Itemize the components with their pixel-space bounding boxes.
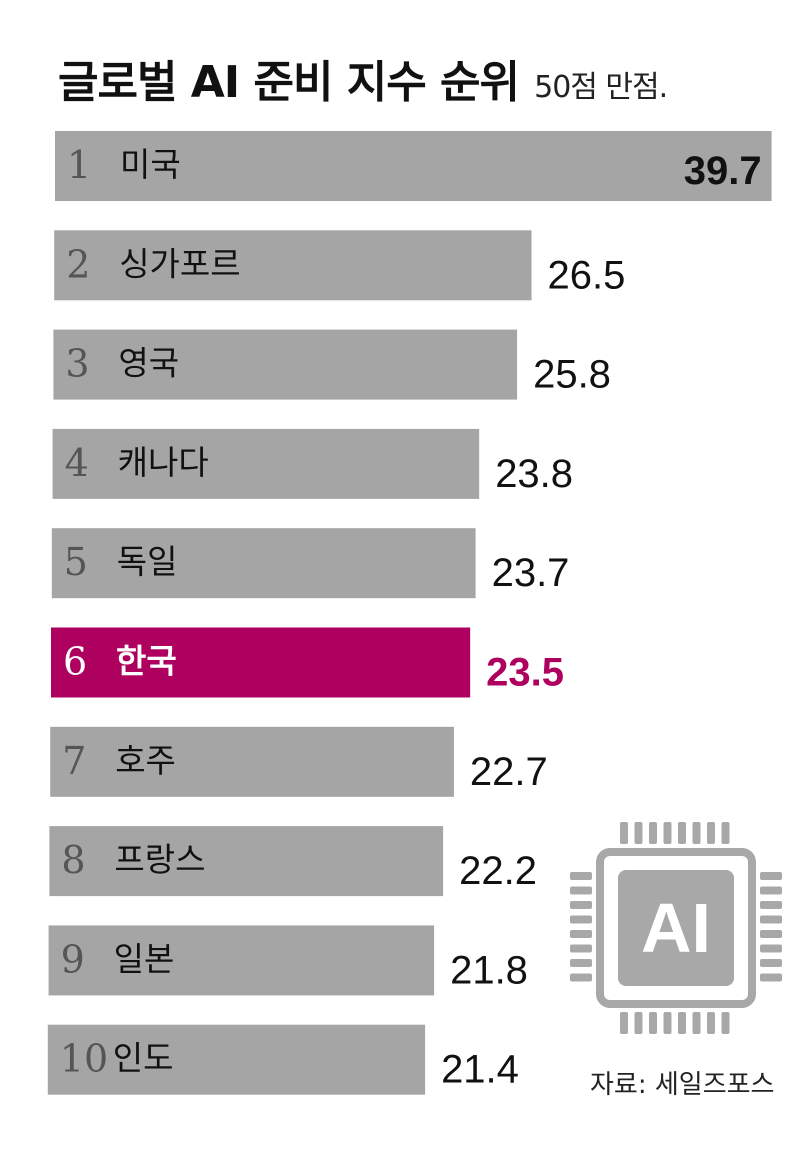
chip-pin [760,872,782,880]
chip-pin [649,1012,657,1034]
rank-label: 8 [61,838,85,882]
value-label: 22.7 [470,750,548,794]
chip-pin [570,930,592,938]
chip-pin [678,1012,686,1034]
chip-label: AI [641,889,711,967]
chip-pin [760,901,782,909]
chip-pin [721,822,730,844]
chip-pin [634,822,643,844]
chip-pin [620,1012,628,1034]
chip-pin [707,1012,715,1034]
value-label: 21.8 [450,948,528,992]
chip-pin [663,1012,672,1034]
category-label: 캐나다 [118,443,209,482]
bar [49,826,444,897]
chip-pin [570,872,592,880]
bar-row-3: 3 영국 25.8 [53,329,611,400]
chip-pin [570,973,592,982]
chip-pin [760,915,782,924]
bar-row-9: 9 일본 21.8 [48,925,528,996]
chip-pin [760,959,782,967]
value-label: 22.2 [459,849,537,893]
chip-pin [570,959,592,967]
chip-body [618,870,734,986]
category-label: 일본 [114,939,175,978]
rank-label: 6 [63,640,87,684]
bar-row-2: 2 싱가포르 26.5 [54,230,626,301]
chart-title: 글로벌 AI 준비 지수 순위 [58,57,520,108]
chip-pins [570,822,782,1034]
value-label: 23.5 [486,651,564,695]
bars-layer: 1 미국 39.7 2 싱가포르 26.5 3 영국 25.8 4 캐나다 23.8 5 독일 23.7 6 한… [47,131,772,1095]
chip-pin [760,886,782,895]
category-label: 독일 [117,542,178,581]
category-label: 프랑스 [114,840,205,879]
chip-pin [692,1012,701,1034]
chip-pin [678,822,686,844]
bar [53,329,518,400]
category-label: 미국 [120,145,181,184]
ai-chip-icon: AI [570,822,782,1034]
chip-pin [649,822,657,844]
bar-row-7: 7 호주 22.7 [50,726,548,797]
source-note: 자료: 세일즈포스 [590,1070,775,1100]
category-label: 인도 [113,1039,174,1078]
bar [54,230,532,301]
chip-pin [663,822,672,844]
bar-row-5: 5 독일 23.7 [51,528,570,599]
bar-row-6: 6 한국 23.5 [51,627,564,698]
bar-row-8: 8 프랑스 22.2 [49,826,537,897]
bar-row-1: 1 미국 39.7 [55,131,772,201]
bar [47,1024,426,1095]
bar [51,528,476,599]
category-label: 호주 [115,741,176,780]
rank-label: 4 [65,441,89,485]
rank-label: 5 [64,540,88,584]
chip-pin [760,930,782,938]
bar [50,726,454,797]
chip-pin [721,1012,730,1034]
title-row: 글로벌 AI 준비 지수 순위 50점 만점. [58,46,798,110]
bar [51,627,471,698]
chip-pin [760,944,782,953]
value-label: 23.7 [492,551,570,595]
rank-label: 1 [67,143,91,187]
chip-pin [570,944,592,953]
bar-row-10: 10 인도 21.4 [47,1024,519,1095]
chip-pin [634,1012,643,1034]
value-label: 39.7 [684,149,762,193]
value-label: 21.4 [441,1048,519,1092]
chip-pin [570,886,592,895]
rank-label: 3 [65,342,89,386]
bar [55,131,772,201]
rank-label: 10 [60,1037,108,1081]
value-label: 26.5 [548,253,626,297]
chart-subtitle: 50점 만점. [534,70,668,105]
rank-label: 2 [66,242,90,286]
value-label: 25.8 [533,353,611,397]
category-label: 영국 [118,344,179,383]
value-label: 23.8 [495,452,573,496]
rank-label: 9 [61,937,85,981]
chip-pin [620,822,628,844]
bar [52,428,480,499]
chip-pin [707,822,715,844]
category-label: 싱가포르 [119,244,240,283]
chip-pin [692,822,701,844]
chip-pin [570,915,592,924]
rank-label: 7 [62,739,86,783]
chip-pin [570,901,592,909]
bar [48,925,435,996]
chip-pin [760,973,782,982]
chip-outer-frame [596,848,756,1008]
bar-row-4: 4 캐나다 23.8 [52,428,573,499]
category-label: 한국 [116,642,177,681]
